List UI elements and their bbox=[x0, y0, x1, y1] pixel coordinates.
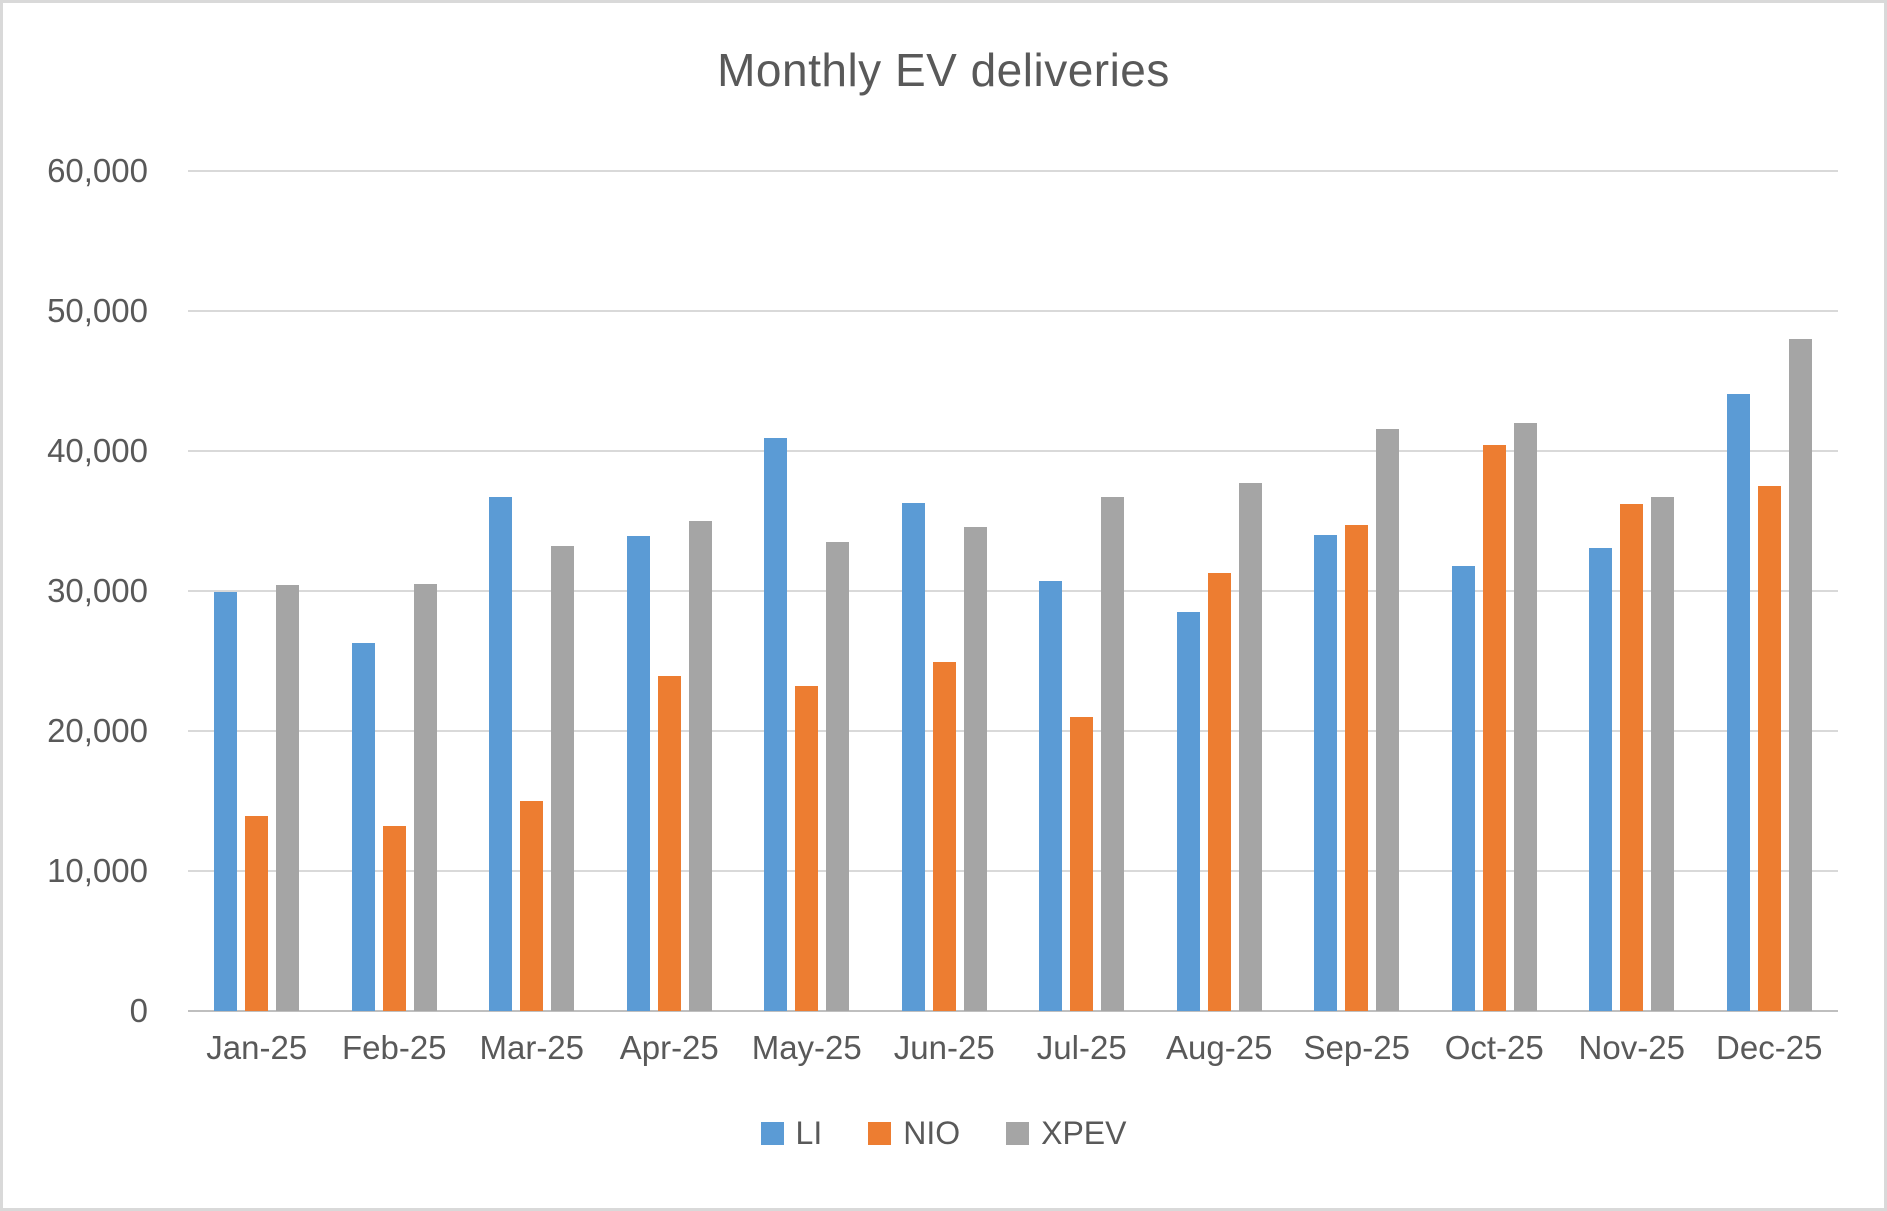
bar-nio-jan-25 bbox=[245, 816, 269, 1011]
bar-li-sep-25 bbox=[1314, 535, 1338, 1011]
bar-xpev-jan-25 bbox=[276, 585, 300, 1011]
bar-xpev-may-25 bbox=[826, 542, 850, 1011]
y-tick-label: 30,000 bbox=[47, 572, 148, 609]
bar-xpev-dec-25 bbox=[1788, 339, 1812, 1011]
bar-group-jun-25 bbox=[876, 171, 1014, 1011]
gridline bbox=[188, 309, 1838, 312]
bar-li-mar-25 bbox=[489, 497, 513, 1011]
bar-li-jan-25 bbox=[214, 592, 238, 1011]
x-tick-label-dec-25: Dec-25 bbox=[1716, 1029, 1823, 1066]
bar-li-jul-25 bbox=[1039, 581, 1063, 1011]
y-tick-label: 60,000 bbox=[47, 152, 148, 189]
bar-group-nov-25 bbox=[1563, 171, 1701, 1011]
bar-nio-aug-25 bbox=[1207, 572, 1231, 1011]
bar-xpev-aug-25 bbox=[1238, 483, 1262, 1011]
bar-xpev-feb-25 bbox=[413, 584, 437, 1011]
bar-group-may-25 bbox=[738, 171, 876, 1011]
legend-item-xpev: XPEV bbox=[1006, 1115, 1126, 1152]
legend: LI NIO XPEV bbox=[3, 1115, 1884, 1152]
x-tick-label-aug-25: Aug-25 bbox=[1166, 1029, 1273, 1066]
bar-group-oct-25 bbox=[1426, 171, 1564, 1011]
bar-nio-nov-25 bbox=[1620, 504, 1644, 1011]
bar-li-aug-25 bbox=[1176, 612, 1200, 1011]
y-tick-label: 50,000 bbox=[47, 292, 148, 329]
x-tick-label-mar-25: Mar-25 bbox=[479, 1029, 585, 1066]
bar-nio-jun-25 bbox=[932, 662, 956, 1011]
legend-swatch-li-icon bbox=[760, 1122, 784, 1145]
y-tick-label: 40,000 bbox=[47, 432, 148, 469]
bar-group-feb-25 bbox=[326, 171, 464, 1011]
bar-li-nov-25 bbox=[1589, 547, 1613, 1011]
x-tick-label-feb-25: Feb-25 bbox=[341, 1029, 447, 1066]
bar-xpev-apr-25 bbox=[688, 521, 712, 1011]
legend-label-nio: NIO bbox=[903, 1115, 961, 1151]
x-tick-label-apr-25: Apr-25 bbox=[619, 1029, 719, 1066]
x-tick-label-oct-25: Oct-25 bbox=[1444, 1029, 1544, 1066]
bar-nio-jul-25 bbox=[1070, 717, 1094, 1011]
legend-label-li: LI bbox=[795, 1115, 823, 1151]
x-axis-line bbox=[188, 1010, 1838, 1012]
bar-nio-feb-25 bbox=[382, 826, 406, 1011]
bar-li-dec-25 bbox=[1726, 393, 1750, 1011]
bar-nio-may-25 bbox=[795, 686, 819, 1011]
x-axis: Jan-25 Feb-25 Mar-25 Apr-25 May-25 Jun-25 Jul-… bbox=[188, 1029, 1838, 1067]
bar-group-jan-25 bbox=[188, 171, 326, 1011]
bar-group-mar-25 bbox=[463, 171, 601, 1011]
bar-group-aug-25 bbox=[1151, 171, 1289, 1011]
gridline bbox=[188, 590, 1838, 592]
y-axis: 0 10,000 20,000 30,000 40,000 50,000 60,000 bbox=[3, 3, 153, 1208]
x-tick-label-nov-25: Nov-25 bbox=[1578, 1029, 1685, 1066]
gridline bbox=[188, 729, 1838, 732]
gridline bbox=[188, 170, 1838, 172]
y-tick-label: 20,000 bbox=[47, 712, 148, 749]
bar-xpev-jun-25 bbox=[963, 526, 987, 1011]
bar-group-sep-25 bbox=[1288, 171, 1426, 1011]
legend-label-xpev: XPEV bbox=[1041, 1115, 1127, 1151]
bar-li-apr-25 bbox=[626, 536, 650, 1011]
bar-li-jun-25 bbox=[901, 502, 925, 1011]
bar-xpev-jul-25 bbox=[1101, 497, 1125, 1011]
chart-title: Monthly EV deliveries bbox=[717, 44, 1170, 96]
y-tick-label: 0 bbox=[129, 992, 148, 1029]
bar-nio-sep-25 bbox=[1345, 525, 1369, 1011]
plot-area bbox=[188, 170, 1838, 1012]
bar-li-may-25 bbox=[764, 438, 788, 1011]
x-tick-label-jan-25: Jan-25 bbox=[206, 1029, 308, 1066]
gridline bbox=[188, 449, 1838, 452]
bar-nio-dec-25 bbox=[1757, 486, 1781, 1011]
legend-item-li: LI bbox=[760, 1115, 823, 1152]
bar-group-jul-25 bbox=[1013, 171, 1151, 1011]
x-tick-label-jul-25: Jul-25 bbox=[1036, 1029, 1127, 1066]
bar-nio-mar-25 bbox=[520, 801, 544, 1011]
bar-xpev-nov-25 bbox=[1651, 497, 1675, 1011]
bar-group-apr-25 bbox=[601, 171, 739, 1011]
x-tick-label-sep-25: Sep-25 bbox=[1303, 1029, 1410, 1066]
bar-xpev-sep-25 bbox=[1376, 428, 1400, 1011]
x-tick-label-jun-25: Jun-25 bbox=[893, 1029, 995, 1066]
x-tick-label-may-25: May-25 bbox=[751, 1029, 862, 1066]
bar-li-oct-25 bbox=[1451, 565, 1475, 1011]
bar-nio-oct-25 bbox=[1482, 445, 1506, 1011]
legend-swatch-xpev-icon bbox=[1006, 1122, 1030, 1145]
legend-swatch-nio-icon bbox=[868, 1122, 892, 1145]
bar-xpev-mar-25 bbox=[551, 546, 575, 1011]
y-tick-label: 10,000 bbox=[47, 852, 148, 889]
bar-xpev-oct-25 bbox=[1513, 423, 1537, 1011]
legend-item-nio: NIO bbox=[868, 1115, 960, 1152]
bar-group-dec-25 bbox=[1701, 171, 1839, 1011]
bar-li-feb-25 bbox=[351, 642, 375, 1011]
bar-nio-apr-25 bbox=[657, 676, 681, 1011]
bar-groups bbox=[188, 171, 1838, 1011]
gridline bbox=[188, 870, 1838, 872]
